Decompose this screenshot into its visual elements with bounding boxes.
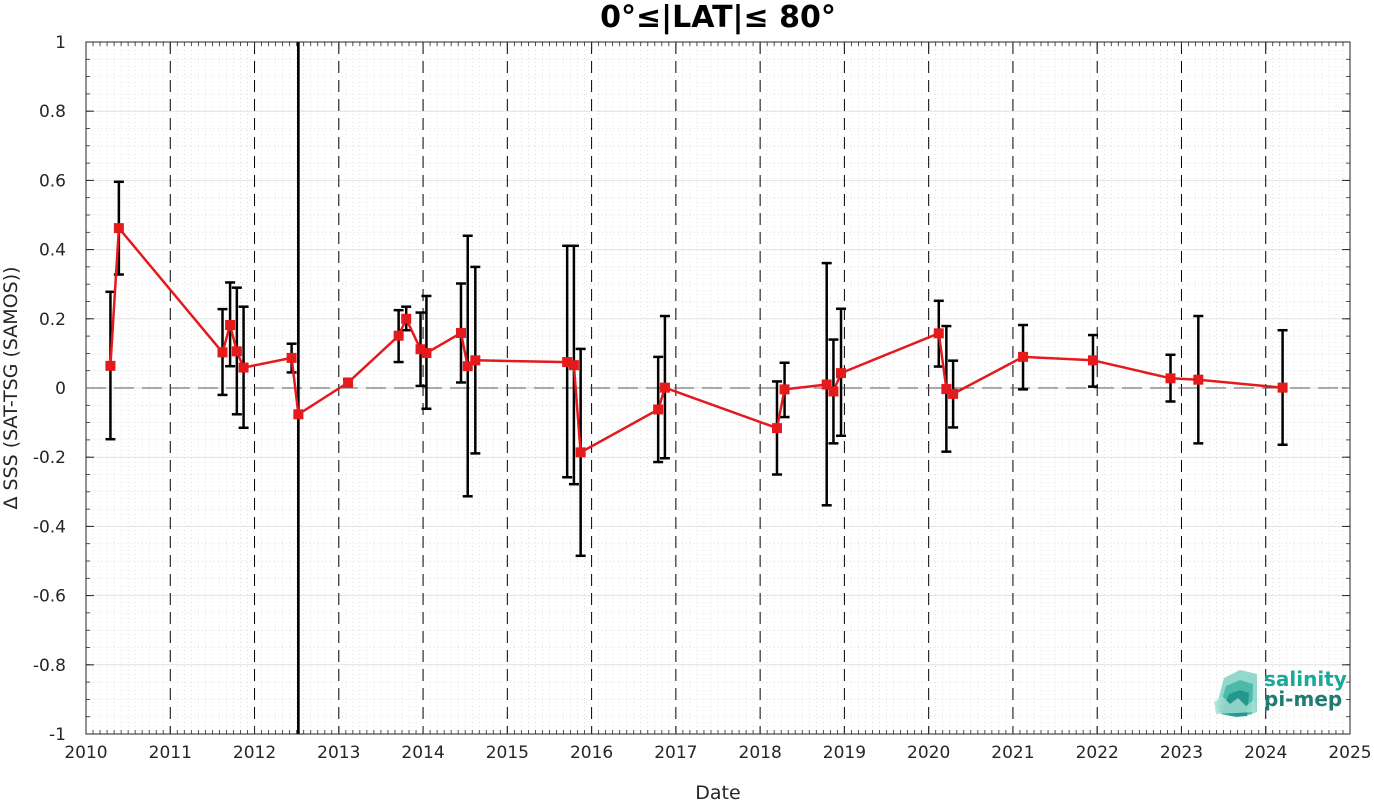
data-point-marker <box>113 223 124 234</box>
wave-icon <box>1214 670 1257 717</box>
x-tick-label: 2012 <box>233 743 276 763</box>
x-axis-label: Date <box>695 782 740 801</box>
data-point-marker <box>401 313 412 324</box>
y-tick-label: -0.8 <box>33 656 66 676</box>
x-tick-label: 2013 <box>317 743 360 763</box>
data-point-marker <box>828 386 839 397</box>
minor-grid <box>86 42 1350 734</box>
x-tick-label: 2023 <box>1160 743 1203 763</box>
data-point-marker <box>1165 373 1176 384</box>
y-tick-label: 0 <box>55 379 66 399</box>
x-tick-label: 2019 <box>823 743 866 763</box>
x-tick-label: 2010 <box>64 743 107 763</box>
data-point-marker <box>1087 355 1098 366</box>
data-point-marker <box>343 377 354 388</box>
x-tick-label: 2018 <box>739 743 782 763</box>
y-tick-label: 0.6 <box>39 171 66 191</box>
y-tick-label: 0.2 <box>39 310 66 330</box>
data-point-marker <box>238 362 249 373</box>
tick-labels: 2010 2011 2012 2013 2014 2015 2016 2017 2018 2019… <box>33 33 1372 763</box>
data-point-marker <box>933 328 944 339</box>
data-point-marker <box>225 320 236 331</box>
data-point-marker <box>575 447 586 458</box>
chart-title: 0°≤|LAT|≤ 80° <box>600 0 836 35</box>
data-point-marker <box>779 384 790 395</box>
data-point-marker <box>293 409 304 420</box>
logo-text-pi-mep: pi-mep <box>1264 687 1342 711</box>
y-tick-label: 1 <box>55 33 66 53</box>
y-tick-label: 0.8 <box>39 102 66 122</box>
data-point-marker <box>217 347 228 358</box>
x-tick-label: 2017 <box>654 743 697 763</box>
data-point-marker <box>659 382 670 393</box>
data-point-marker <box>105 360 116 371</box>
x-tick-label: 2020 <box>907 743 950 763</box>
x-tick-label: 2021 <box>991 743 1034 763</box>
y-tick-label: -0.6 <box>33 587 66 607</box>
x-tick-label: 2011 <box>149 743 192 763</box>
y-tick-label: -1 <box>49 725 66 745</box>
x-tick-label: 2022 <box>1076 743 1119 763</box>
data-series <box>105 223 1288 458</box>
x-tick-label: 2025 <box>1328 743 1371 763</box>
logo-text-salinity: salinity <box>1264 667 1347 691</box>
y-axis-label: Δ SSS (SAT-TSG (SAMOS)) <box>0 266 22 509</box>
data-point-marker <box>948 388 959 399</box>
x-tick-label: 2016 <box>570 743 613 763</box>
data-point-marker <box>1018 351 1029 362</box>
x-tick-label: 2014 <box>401 743 444 763</box>
data-point-marker <box>568 360 579 371</box>
y-tick-label: -0.2 <box>33 448 66 468</box>
data-point-marker <box>836 368 847 379</box>
data-point-marker <box>231 346 242 357</box>
data-point-marker <box>421 348 432 359</box>
x-tick-label: 2015 <box>486 743 529 763</box>
y-tick-label: 0.4 <box>39 241 66 261</box>
data-point-marker <box>1277 382 1288 393</box>
data-point-marker <box>393 330 404 341</box>
data-point-marker <box>286 352 297 363</box>
data-point-marker <box>1193 374 1204 385</box>
data-point-marker <box>821 379 832 390</box>
salinity-pi-mep-logo: salinity pi-mep <box>1214 667 1347 717</box>
y-tick-label: -0.4 <box>33 517 66 537</box>
data-point-marker <box>771 423 782 434</box>
data-point-marker <box>462 361 473 372</box>
data-point-marker <box>470 355 481 366</box>
data-point-marker <box>653 404 664 415</box>
x-tick-label: 2024 <box>1244 743 1287 763</box>
data-point-marker <box>455 327 466 338</box>
